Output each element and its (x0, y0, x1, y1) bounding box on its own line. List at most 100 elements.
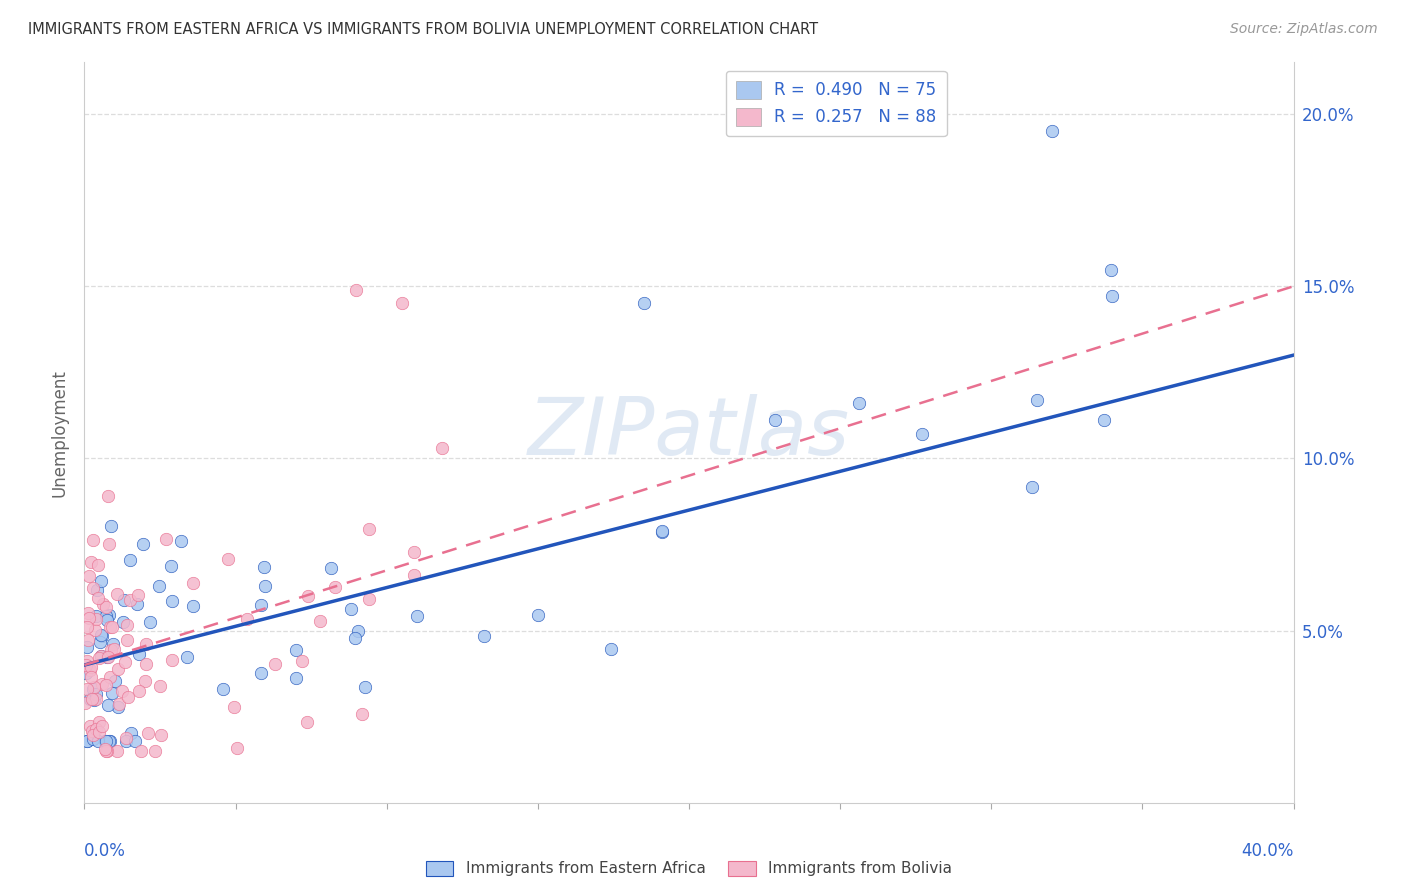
Legend: R =  0.490   N = 75, R =  0.257   N = 88: R = 0.490 N = 75, R = 0.257 N = 88 (725, 70, 946, 136)
Point (127, 588, 149, 602)
Point (98, 734, 121, 748)
Point (96, 734, 118, 748)
Point (114, 734, 136, 748)
Point (170, 534, 193, 549)
Text: 40.0%: 40.0% (1241, 842, 1294, 860)
Point (115, 617, 138, 632)
Point (406, 609, 429, 624)
Point (346, 283, 368, 297)
Point (1092, 413, 1115, 427)
Point (181, 575, 204, 590)
Point (132, 537, 155, 551)
Point (84, 723, 107, 737)
Point (83, 680, 105, 694)
Point (76, 620, 98, 634)
Point (112, 615, 135, 629)
Point (89, 651, 111, 665)
Point (86, 591, 108, 605)
Point (97, 489, 120, 503)
Point (1099, 263, 1122, 277)
Point (160, 594, 183, 608)
Point (80, 692, 103, 706)
Point (250, 598, 273, 612)
Point (249, 666, 271, 681)
Point (103, 637, 125, 651)
Point (352, 706, 374, 721)
Point (103, 642, 125, 657)
Point (1021, 480, 1043, 494)
Point (107, 662, 129, 676)
Point (87, 725, 110, 739)
Point (127, 597, 149, 611)
Point (79, 691, 101, 706)
Point (91, 597, 114, 611)
Point (354, 680, 377, 694)
Point (76, 734, 98, 748)
Point (76, 681, 98, 696)
Point (285, 642, 308, 657)
Point (143, 744, 166, 758)
Point (120, 725, 142, 739)
Point (527, 607, 550, 622)
Point (97, 537, 120, 551)
Point (98, 620, 121, 634)
Point (80, 670, 103, 684)
Point (432, 441, 454, 455)
Point (90, 648, 112, 663)
Point (90, 574, 112, 589)
Point (91, 677, 114, 691)
Point (84, 612, 107, 626)
Point (75, 665, 97, 680)
Point (134, 674, 156, 689)
Point (319, 561, 342, 575)
Point (82, 533, 104, 548)
Point (357, 592, 380, 607)
Point (101, 620, 124, 634)
Point (114, 656, 136, 670)
Point (108, 697, 131, 711)
Y-axis label: Unemployment: Unemployment (51, 368, 69, 497)
Point (139, 615, 162, 629)
Point (135, 657, 157, 671)
Point (75, 696, 97, 710)
Point (94, 744, 117, 758)
Point (79, 663, 101, 677)
Point (90, 719, 112, 733)
Point (160, 559, 183, 574)
Point (284, 672, 307, 686)
Point (129, 744, 152, 758)
Point (75, 658, 97, 673)
Point (77, 607, 100, 621)
Point (402, 567, 425, 582)
Point (89, 635, 111, 649)
Point (101, 686, 124, 700)
Point (87, 734, 110, 748)
Point (118, 593, 141, 607)
Point (96, 609, 118, 624)
Point (90, 627, 112, 641)
Point (225, 740, 247, 755)
Point (100, 519, 122, 533)
Point (135, 637, 157, 651)
Point (347, 624, 370, 638)
Point (79, 719, 101, 733)
Point (84, 687, 107, 701)
Point (96, 599, 118, 614)
Point (343, 631, 366, 645)
Point (115, 632, 138, 647)
Point (264, 657, 287, 672)
Point (160, 652, 183, 666)
Point (77, 633, 100, 648)
Point (136, 726, 159, 740)
Point (110, 684, 132, 698)
Text: 0.0%: 0.0% (84, 842, 127, 860)
Point (100, 642, 122, 657)
Point (76, 734, 98, 748)
Point (114, 593, 136, 607)
Point (105, 587, 128, 601)
Point (217, 552, 239, 566)
Point (765, 412, 787, 426)
Point (96, 613, 118, 627)
Point (253, 560, 276, 574)
Point (94, 734, 117, 748)
